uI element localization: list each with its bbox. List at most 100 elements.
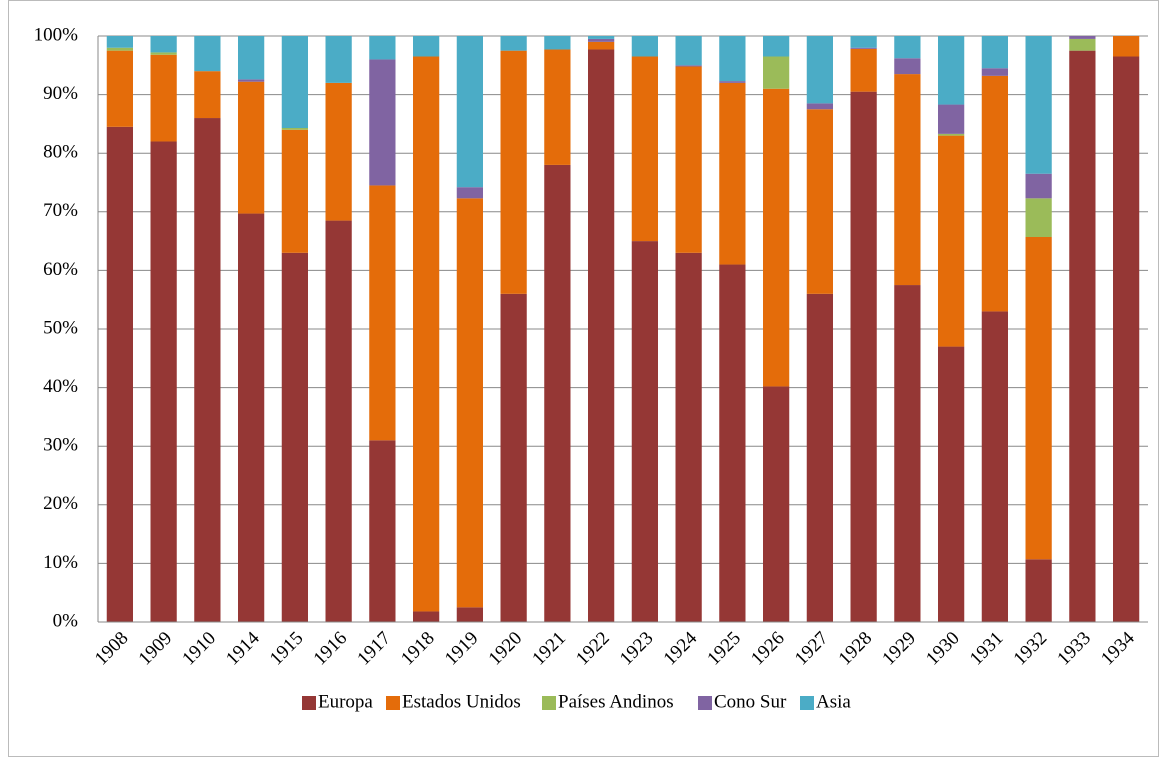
bar-segment: [194, 71, 221, 119]
legend-swatch: [698, 696, 712, 710]
bar-segment: [675, 252, 702, 622]
bar-segment: [938, 104, 965, 134]
bar-segment: [1069, 36, 1096, 39]
bar-segment: [631, 241, 658, 622]
bar-segment: [413, 36, 440, 57]
bar-segment: [238, 81, 265, 214]
bar-segment: [763, 88, 790, 387]
legend-swatch: [386, 696, 400, 710]
bar-segment: [675, 36, 702, 66]
bar-segment: [719, 82, 746, 265]
bar-segment: [456, 187, 483, 199]
bar-segment: [981, 36, 1008, 69]
bar-segment: [150, 54, 177, 142]
bar-segment: [588, 38, 615, 42]
bar-segment: [894, 285, 921, 622]
bar-segment: [1069, 38, 1096, 51]
bar-segment: [850, 47, 877, 49]
bar-segment: [938, 36, 965, 105]
legend-swatch: [800, 696, 814, 710]
legend-swatch: [302, 696, 316, 710]
bar-segment: [106, 47, 133, 51]
bar-segment: [938, 135, 965, 347]
y-tick-label: 50%: [43, 317, 78, 338]
bar-segment: [369, 185, 396, 441]
bar-segment: [894, 36, 921, 59]
legend-label: Cono Sur: [714, 691, 787, 712]
bar-segment: [850, 36, 877, 48]
bar-segment: [1025, 198, 1052, 237]
bar-segment: [456, 198, 483, 608]
bar-segment: [938, 133, 965, 136]
y-tick-label: 60%: [43, 259, 78, 280]
bar-segment: [1025, 236, 1052, 560]
bar-segment: [850, 48, 877, 92]
bar-segment: [981, 75, 1008, 312]
legend-label: Europa: [318, 691, 373, 712]
y-tick-label: 0%: [53, 610, 79, 631]
y-tick-label: 100%: [34, 24, 79, 45]
bar-segment: [194, 118, 221, 622]
bar-segment: [719, 264, 746, 622]
bar-segment: [369, 36, 396, 60]
y-tick-label: 70%: [43, 200, 78, 221]
legend-label: Estados Unidos: [402, 691, 521, 712]
bar-segment: [544, 49, 571, 165]
bar-segment: [981, 68, 1008, 76]
bar-segment: [500, 50, 527, 294]
bar-segment: [238, 79, 265, 82]
bar-segment: [106, 126, 133, 622]
bar-segment: [763, 36, 790, 57]
bar-segment: [281, 129, 308, 253]
bar-segment: [281, 36, 308, 129]
bar-segment: [675, 66, 702, 253]
bar-segment: [806, 103, 833, 110]
bar-segment: [150, 141, 177, 623]
bar-segment: [806, 109, 833, 294]
bar-segment: [719, 36, 746, 82]
bar-segment: [106, 50, 133, 127]
bar-segment: [806, 293, 833, 622]
bar-segment: [281, 252, 308, 622]
bar-segment: [325, 220, 352, 622]
bar-segment: [325, 82, 352, 221]
bar-segment: [1069, 50, 1096, 622]
bar-segment: [150, 36, 177, 53]
bar-segment: [1025, 36, 1052, 174]
legend-label: Asia: [816, 691, 851, 712]
bar-segment: [981, 311, 1008, 622]
bar-segment: [763, 56, 790, 89]
bar-segment: [588, 36, 615, 39]
legend-label: Países Andinos: [558, 691, 674, 712]
y-tick-label: 40%: [43, 376, 78, 397]
bar-segment: [544, 164, 571, 623]
bar-segment: [500, 36, 527, 51]
bar-segment: [456, 607, 483, 622]
bar-segment: [456, 36, 483, 188]
bar-segment: [894, 58, 921, 75]
bar-segment: [675, 65, 702, 67]
legend-swatch: [542, 696, 556, 710]
bar-segment: [1025, 559, 1052, 622]
y-tick-label: 80%: [43, 142, 78, 163]
bar-segment: [719, 81, 746, 83]
bar-segment: [500, 293, 527, 622]
bar-segment: [850, 91, 877, 623]
bar-segment: [631, 56, 658, 242]
bar-segment: [369, 59, 396, 186]
bar-segment: [763, 386, 790, 622]
y-tick-label: 90%: [43, 83, 78, 104]
bar-segment: [413, 56, 440, 612]
bar-segment: [588, 49, 615, 622]
bar-segment: [588, 41, 615, 50]
bar-segment: [544, 36, 571, 50]
bar-segment: [238, 213, 265, 623]
y-tick-label: 20%: [43, 493, 78, 514]
bar-segment: [281, 128, 308, 130]
bar-segment: [413, 611, 440, 622]
y-tick-label: 30%: [43, 435, 78, 456]
bar-segment: [1025, 173, 1052, 199]
bar-segment: [150, 52, 177, 55]
bar-segment: [325, 36, 352, 83]
